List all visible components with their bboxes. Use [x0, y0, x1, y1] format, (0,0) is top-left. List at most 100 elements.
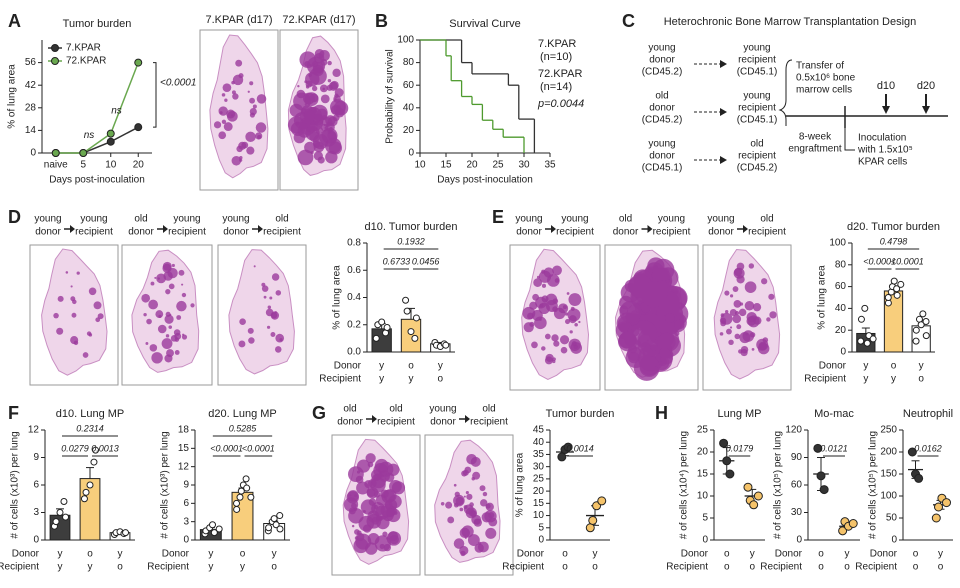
header-role: donor: [128, 227, 154, 238]
data-point: [585, 523, 595, 533]
bar: [400, 318, 422, 353]
tumor-spot: [156, 273, 167, 284]
row-value: o: [562, 549, 568, 560]
data-point: [857, 315, 865, 323]
tumor-spot: [365, 453, 376, 464]
row-value: y: [272, 549, 277, 560]
tumor-spot: [474, 518, 481, 525]
tumor-spot: [761, 278, 768, 285]
legend-label: 72.KPAR: [538, 68, 582, 80]
tumor-spot: [232, 74, 244, 86]
data-point: [372, 334, 380, 342]
tumor-spot: [659, 347, 671, 359]
tumor-spot: [226, 109, 236, 119]
tumor-spot: [149, 344, 158, 352]
tumor-spot: [146, 318, 152, 325]
row-value: o: [592, 562, 598, 573]
y-tick-label: 30: [791, 507, 803, 518]
p-value: 0.6733: [383, 256, 411, 266]
diagram-recipient: (CD45.1): [737, 115, 778, 126]
tumor-spot: [467, 534, 480, 546]
tumor-spot: [319, 84, 328, 93]
header-age: old: [389, 404, 402, 415]
tumor-spot: [56, 327, 64, 335]
data-point: [890, 277, 898, 285]
tumor-spot: [534, 316, 547, 330]
x-tick-label: 10: [105, 160, 117, 171]
tumor-spot: [297, 149, 314, 166]
marker: [134, 123, 143, 132]
tumor-spot: [158, 314, 162, 319]
y-tick-label: 0: [183, 535, 189, 546]
row-value: o: [938, 562, 944, 573]
data-point: [56, 509, 64, 516]
arrow-head: [551, 225, 556, 233]
tumor-spot: [463, 495, 466, 498]
y-tick-label: 5: [702, 513, 708, 524]
tumor-spot: [275, 333, 285, 343]
y-tick-label: 25: [697, 425, 709, 436]
tumor-spot: [732, 286, 739, 292]
y-tick-label: 0.6: [347, 265, 361, 276]
header-age: young: [515, 214, 542, 225]
data-point: [80, 495, 88, 503]
day-label: d20: [917, 80, 935, 92]
tumor-spot: [309, 64, 312, 67]
row-value: o: [724, 549, 730, 560]
row-value: o: [562, 562, 568, 573]
tumor-spot: [720, 313, 725, 317]
tumor-spot: [355, 475, 364, 484]
row-value: y: [409, 374, 414, 385]
tumor-spot: [747, 315, 760, 328]
p-value: 0.0013: [91, 443, 119, 453]
data-point: [236, 493, 244, 501]
data-point: [233, 505, 241, 513]
tumor-spot: [729, 308, 737, 317]
data-point: [92, 446, 100, 454]
row-value: o: [844, 562, 850, 573]
header-role: recipient: [556, 227, 594, 238]
header-role: recipient: [377, 417, 415, 428]
annotation: ns: [84, 130, 95, 141]
panel-letter: A: [8, 11, 21, 31]
p-value: 0.0279: [61, 443, 89, 453]
tumor-spot: [279, 338, 283, 342]
tumor-spot: [541, 295, 549, 303]
tumor-spot: [376, 515, 383, 522]
annotation: <0.0001: [160, 78, 196, 89]
tumor-spot: [539, 318, 542, 321]
row-value: o: [271, 562, 277, 573]
tumor-spot: [181, 334, 188, 340]
tumor-spot: [655, 366, 658, 369]
tumor-spot: [213, 121, 222, 129]
tumor-spot: [297, 84, 300, 88]
tumor-spot: [465, 490, 469, 495]
tumor-spot: [326, 84, 333, 91]
data-point: [412, 314, 420, 322]
tumor-spot: [356, 530, 362, 536]
image-caption: 72.KPAR (d17): [282, 14, 355, 26]
row-value: y: [845, 549, 850, 560]
tumor-spot: [265, 308, 274, 317]
tumor-spot: [166, 349, 174, 358]
tumor-spot: [386, 508, 396, 518]
row-label: Recipient: [855, 562, 897, 573]
tumor-spot: [545, 300, 558, 312]
data-point: [122, 529, 130, 537]
y-tick-label: 45: [533, 425, 545, 436]
legend-label: 7.KPAR: [538, 38, 576, 50]
tumor-spot: [363, 524, 372, 533]
tumor-spot: [245, 131, 256, 143]
diagram-note: Inoculation: [858, 133, 906, 144]
legend-marker: [51, 44, 59, 52]
row-value: y: [891, 374, 896, 385]
data-point: [813, 443, 823, 453]
row-value: y: [863, 374, 868, 385]
tumor-spot: [143, 312, 147, 317]
diagram-donor: young: [648, 43, 675, 54]
y-tick-label: 30: [533, 461, 545, 472]
y-tick-label: 100: [829, 238, 846, 249]
row-label: Recipient: [502, 562, 544, 573]
lung-tissue: [131, 249, 200, 373]
data-point: [62, 513, 70, 521]
